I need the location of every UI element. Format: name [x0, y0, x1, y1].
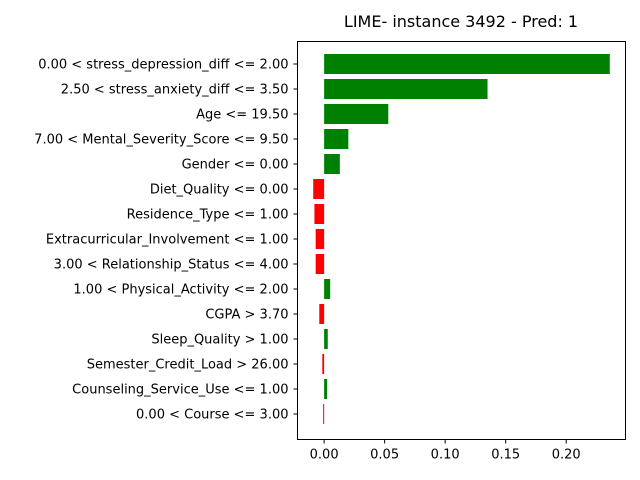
bar-13 — [324, 379, 328, 399]
bar-5 — [313, 179, 325, 199]
x-axis-ticks: 0.00 0.05 0.10 0.15 0.20 — [310, 439, 581, 463]
x-tick-label-0: 0.00 — [310, 448, 339, 463]
x-tick-label-3: 0.15 — [491, 448, 520, 463]
bar-12 — [322, 354, 325, 374]
category-label-5: Diet_Quality <= 0.00 — [150, 183, 289, 198]
x-tick-label-4: 0.20 — [552, 448, 581, 463]
bar-7 — [315, 229, 325, 249]
x-tick-label-1: 0.05 — [370, 448, 399, 463]
category-label-0: 0.00 < stress_depression_diff <= 2.00 — [38, 58, 288, 73]
axes-frame — [297, 41, 626, 440]
category-label-2: Age <= 19.50 — [196, 108, 288, 123]
x-tick-label-2: 0.10 — [431, 448, 460, 463]
category-label-7: Extracurricular_Involvement <= 1.00 — [46, 233, 289, 248]
bar-9 — [324, 279, 331, 299]
category-label-6: Residence_Type <= 1.00 — [127, 208, 289, 223]
category-label-9: 1.00 < Physical_Activity <= 2.00 — [73, 283, 288, 298]
bar-10 — [319, 304, 325, 324]
bar-2 — [324, 104, 389, 124]
bar-1 — [324, 79, 488, 99]
category-label-1: 2.50 < stress_anxiety_diff <= 3.50 — [61, 83, 289, 98]
category-label-4: Gender <= 0.00 — [182, 158, 289, 173]
bar-3 — [324, 129, 349, 149]
bar-6 — [314, 204, 325, 224]
bar-4 — [324, 154, 340, 174]
bar-8 — [315, 254, 325, 274]
bars-group — [313, 54, 610, 424]
category-label-13: Counseling_Service_Use <= 1.00 — [72, 383, 288, 398]
category-label-12: Semester_Credit_Load > 26.00 — [87, 358, 289, 373]
category-label-10: CGPA > 3.70 — [205, 308, 288, 323]
bar-11 — [324, 329, 328, 349]
category-label-3: 7.00 < Mental_Severity_Score <= 9.50 — [34, 133, 288, 148]
bar-14 — [323, 404, 325, 424]
chart-title: LIME- instance 3492 - Pred: 1 — [344, 12, 578, 31]
category-labels: 0.00 < stress_depression_diff <= 2.00 2.5… — [34, 58, 298, 423]
category-label-11: Sleep_Quality > 1.00 — [151, 333, 288, 348]
category-label-8: 3.00 < Relationship_Status <= 4.00 — [54, 258, 289, 273]
category-label-14: 0.00 < Course <= 3.00 — [136, 408, 288, 423]
bar-0 — [324, 54, 610, 74]
